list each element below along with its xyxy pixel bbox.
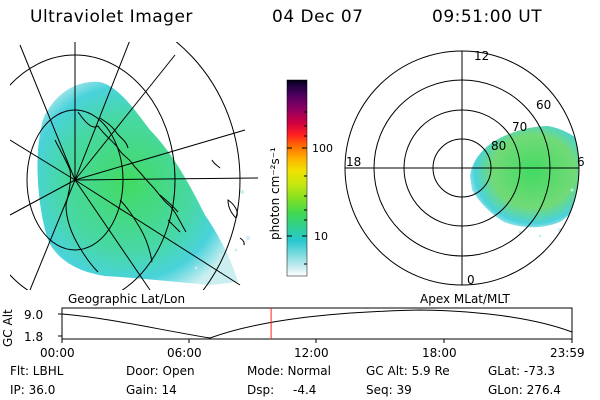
orbit-xtick-0000: 00:00 <box>40 346 75 360</box>
mlt-label-18: 18 <box>346 155 361 169</box>
orbit-altitude-curve <box>61 309 573 339</box>
info-flt: Flt: LBHL <box>10 364 64 378</box>
colorbar-tick-100: 100 <box>312 142 333 155</box>
geo-coastlines <box>54 111 245 273</box>
lat-label-70: 70 <box>512 120 527 134</box>
aurora-polar-emission <box>470 126 579 228</box>
info-ip: IP: 36.0 <box>10 383 56 397</box>
geo-caption: Geographic Lat/Lon <box>68 292 185 306</box>
time-label: 09:51:00 UT <box>432 7 543 27</box>
lat-label-80: 80 <box>491 139 506 153</box>
polar-plot <box>344 50 580 286</box>
info-gc-alt: GC Alt: 5.9 Re <box>366 364 450 378</box>
orbit-frame <box>61 307 573 340</box>
info-door: Door: Open <box>126 364 195 378</box>
info-seq: Seq: 39 <box>366 383 412 397</box>
orbit-xtick-1800: 18:00 <box>422 346 457 360</box>
info-glon: GLon: 276.4 <box>488 383 561 397</box>
orbit-xtick-2359: 23:59 <box>550 346 585 360</box>
polar-caption: Apex MLat/MLT <box>420 292 510 306</box>
info-dsp-value: -4.4 <box>293 383 317 397</box>
instrument-title: Ultraviolet Imager <box>30 7 193 27</box>
orbit-ylabel: GC Alt <box>1 309 15 347</box>
mlt-label-0: 0 <box>467 273 475 287</box>
info-mode: Mode: Normal <box>247 364 331 378</box>
lat-label-60: 60 <box>536 98 551 112</box>
mlt-label-6: 6 <box>577 155 585 169</box>
info-glat: GLat: -73.3 <box>488 364 555 378</box>
geographic-map <box>10 42 258 290</box>
date-label: 04 Dec 07 <box>272 7 364 27</box>
info-gain: Gain: 14 <box>126 383 177 397</box>
colorbar <box>286 79 308 277</box>
colorbar-ticks <box>287 111 307 265</box>
mlt-label-12: 12 <box>474 49 489 63</box>
colorbar-tick-10: 10 <box>314 230 328 243</box>
aurora-geo-speckle <box>194 190 250 272</box>
colorbar-unit-label: photon cm⁻²s⁻¹ <box>268 147 282 240</box>
orbit-plot <box>58 307 573 343</box>
orbit-ytick-9: 9.0 <box>24 308 43 322</box>
orbit-xtick-0600: 06:00 <box>167 346 202 360</box>
info-dsp-label: Dsp: <box>247 383 275 397</box>
aurora-geo-emission <box>37 81 239 285</box>
orbit-xtick-1200: 12:00 <box>294 346 329 360</box>
orbit-ytick-1.8: 1.8 <box>24 330 43 344</box>
